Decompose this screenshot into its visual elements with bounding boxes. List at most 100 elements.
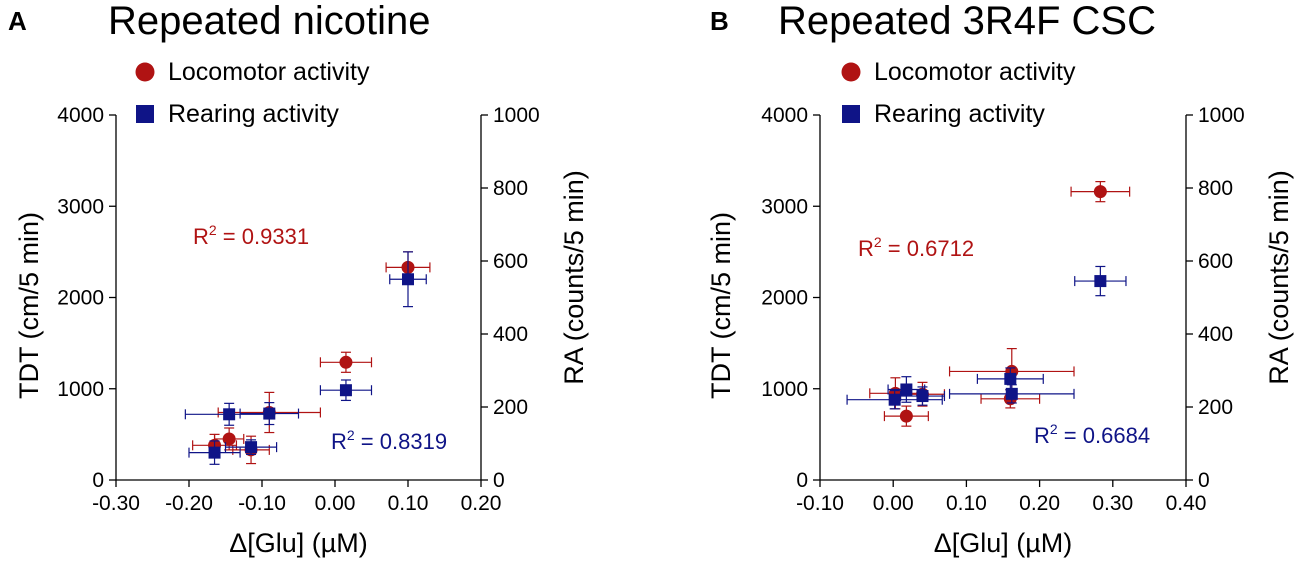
- locomotor-point: [883, 405, 929, 427]
- y-tick-label-right: 800: [493, 177, 528, 200]
- rearing-marker: [223, 408, 236, 421]
- y-tick-label-right: 600: [493, 250, 528, 273]
- r-squared-label: R2 = 0.9331: [193, 222, 309, 249]
- rearing-marker: [916, 390, 929, 403]
- x-tick-label: -0.10: [238, 492, 286, 515]
- rearing-point: [184, 402, 274, 426]
- y-tick-label-left: 3000: [57, 195, 104, 218]
- y-tick-label-left: 0: [796, 469, 808, 492]
- rearing-marker: [402, 273, 414, 286]
- y-tick-label-right: 400: [493, 323, 528, 346]
- legend-label: Rearing activity: [874, 100, 1045, 128]
- x-tick-label: 0.10: [388, 492, 429, 515]
- panel-a: A Repeated nicotine -0.30 -0.20 -0.10 0.00 0.1…: [8, 0, 589, 558]
- y-tick-label-right: 0: [493, 469, 505, 492]
- rearing-point: [224, 439, 278, 456]
- rearing-point: [389, 251, 427, 308]
- locomotor-marker: [1093, 185, 1107, 199]
- legend-marker-locomotor: [135, 62, 155, 82]
- legend-marker-rearing: [136, 105, 154, 123]
- y-tick-label-right: 1000: [493, 104, 540, 127]
- y-tick-label-right: 800: [1198, 177, 1233, 200]
- x-axis-label: Δ[Glu] (µM): [229, 528, 368, 558]
- legend-label: Locomotor activity: [168, 58, 370, 86]
- y-axis-label-right: RA (counts/5 min): [559, 170, 589, 385]
- y-tick-label-left: 1000: [761, 378, 808, 401]
- r-squared-label: R2 = 0.6684: [1034, 421, 1150, 448]
- locomotor-marker: [339, 355, 353, 369]
- locomotor-marker: [899, 409, 913, 423]
- x-tick-label: 0.40: [1166, 492, 1207, 515]
- y-tick-label-left: 2000: [57, 287, 104, 310]
- r-squared-symbol: R: [331, 429, 347, 454]
- rearing-marker: [900, 383, 913, 396]
- y-tick-label-right: 200: [1198, 396, 1233, 419]
- rearing-marker: [1004, 372, 1017, 385]
- x-tick-label: 0.30: [1092, 492, 1133, 515]
- legend-marker-rearing: [842, 105, 860, 123]
- y-tick-label-right: 600: [1198, 250, 1233, 273]
- rearing-point: [239, 402, 300, 426]
- y-axis-label-left: TDT (cm/5 min): [706, 212, 736, 399]
- rearing-point: [188, 440, 241, 465]
- locomotor-point: [1070, 181, 1131, 203]
- r-squared-exponent: 2: [347, 427, 355, 443]
- r-squared-value: = 0.6684: [1058, 423, 1150, 448]
- rearing-point: [976, 367, 1044, 391]
- y-tick-label-left: 4000: [57, 104, 104, 127]
- y-tick-label-right: 0: [1198, 469, 1210, 492]
- y-axis-label-left: TDT (cm/5 min): [14, 212, 44, 399]
- legend-label: Locomotor activity: [874, 58, 1076, 86]
- rearing-marker: [245, 441, 258, 454]
- r-squared-exponent: 2: [1050, 421, 1058, 437]
- r-squared-exponent: 2: [209, 222, 217, 238]
- x-tick-label: 0.20: [1019, 492, 1060, 515]
- rearing-marker: [263, 407, 276, 420]
- r-squared-value: = 0.8319: [355, 429, 447, 454]
- r-squared-symbol: R: [858, 236, 874, 261]
- rearing-marker: [208, 446, 221, 459]
- panel-letter: B: [710, 6, 729, 36]
- rearing-point: [899, 386, 946, 406]
- y-tick-label-right: 200: [493, 396, 528, 419]
- x-tick-label: -0.30: [92, 492, 140, 515]
- rearing-marker: [888, 393, 901, 406]
- y-axis-label-right: RA (counts/5 min): [1264, 170, 1294, 385]
- r-squared-label: R2 = 0.8319: [331, 427, 447, 454]
- rearing-marker: [339, 384, 352, 397]
- rearing-point: [948, 384, 1075, 404]
- r-squared-value: = 0.9331: [217, 224, 309, 249]
- legend-marker-locomotor: [841, 62, 861, 82]
- rearing-marker: [1094, 275, 1107, 288]
- y-tick-label-left: 3000: [761, 195, 808, 218]
- rearing-marker: [1005, 387, 1018, 400]
- locomotor-marker: [222, 432, 236, 446]
- r-squared-symbol: R: [193, 224, 209, 249]
- x-tick-label: 0.20: [461, 492, 502, 515]
- x-tick-label: -0.10: [796, 492, 844, 515]
- rearing-point: [846, 389, 943, 410]
- x-tick-label: 0.00: [315, 492, 356, 515]
- rearing-point: [319, 379, 373, 402]
- chart-title: Repeated nicotine: [108, 0, 430, 43]
- y-tick-label-left: 4000: [761, 104, 808, 127]
- r-squared-value: = 0.6712: [882, 236, 974, 261]
- rearing-point: [887, 376, 926, 403]
- y-tick-label-right: 400: [1198, 323, 1233, 346]
- y-tick-label-left: 2000: [761, 287, 808, 310]
- locomotor-point: [319, 351, 373, 373]
- x-tick-label: 0.00: [873, 492, 914, 515]
- y-tick-label-left: 1000: [57, 378, 104, 401]
- chart-title: Repeated 3R4F CSC: [778, 0, 1156, 43]
- x-tick-label: 0.10: [946, 492, 987, 515]
- panel-letter: A: [8, 6, 27, 36]
- y-tick-label-left: 0: [92, 469, 104, 492]
- legend-label: Rearing activity: [168, 100, 339, 128]
- panel-b: B Repeated 3R4F CSC -0.10 0.00 0.10 0.20 0.30 0…: [706, 0, 1294, 558]
- y-tick-label-right: 1000: [1198, 104, 1245, 127]
- rearing-point: [1074, 265, 1127, 297]
- r-squared-symbol: R: [1034, 423, 1050, 448]
- x-tick-label: -0.20: [165, 492, 213, 515]
- r-squared-exponent: 2: [874, 234, 882, 250]
